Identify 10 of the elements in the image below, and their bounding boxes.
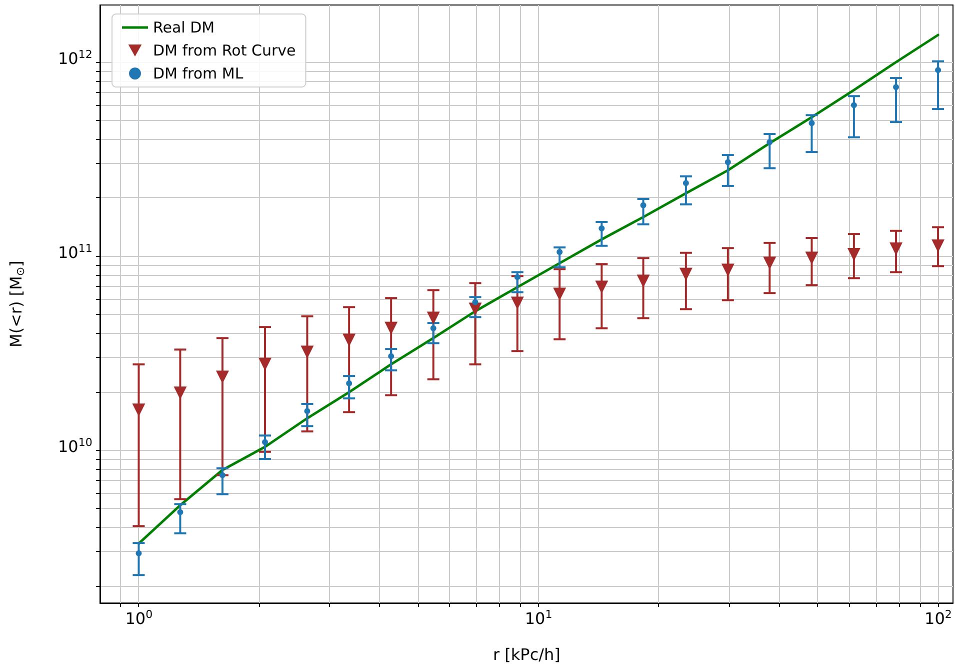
y-tick-label: 10$^{12}$ bbox=[58, 48, 92, 68]
y-tick-label: 10$^{11}$ bbox=[58, 242, 92, 262]
legend-label: DM from ML bbox=[153, 64, 244, 82]
legend-label: DM from Rot Curve bbox=[153, 42, 296, 60]
x-tick-label: 10$^{0}$ bbox=[125, 608, 153, 628]
x-tick-label: 10$^{1}$ bbox=[524, 608, 552, 628]
x-tick-label: 10$^{2}$ bbox=[924, 608, 952, 628]
legend-label: Real DM bbox=[153, 18, 215, 36]
x-axis-title: r [kPc/h] bbox=[493, 645, 560, 664]
y-tick-label: 10$^{10}$ bbox=[58, 436, 92, 456]
